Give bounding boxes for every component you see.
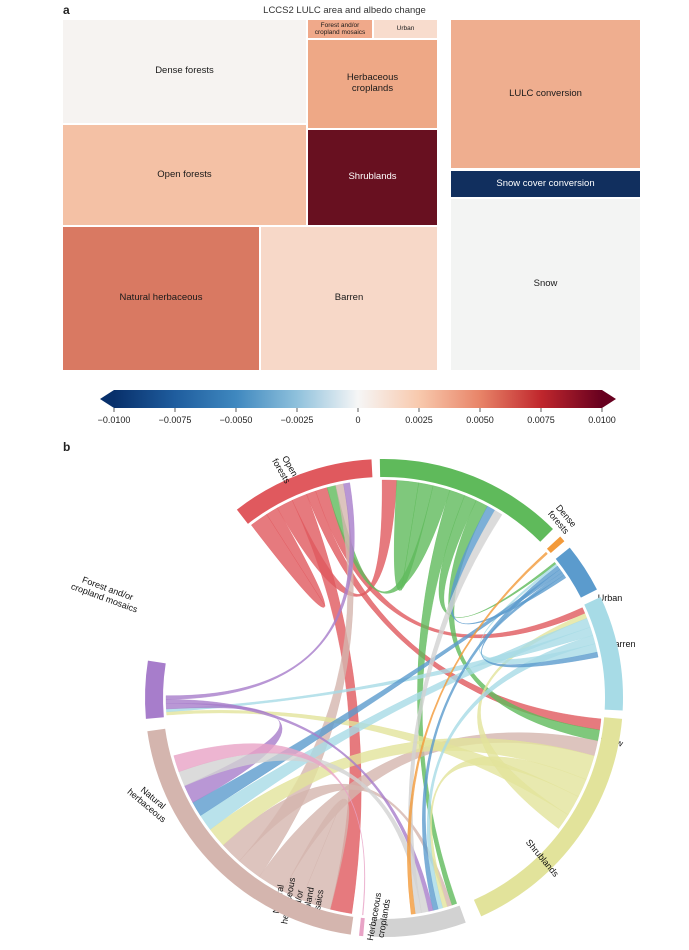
arc-2 [546,536,565,554]
arc-8 [147,728,354,935]
colorbar-tick-label: 0.0100 [588,415,616,425]
tile-lulc-conversion: LULC conversion [451,20,640,168]
ribbon [438,495,557,618]
arc-label: Barren [608,639,635,649]
ribbon [477,613,588,829]
ribbon [251,507,326,608]
ribbon [166,626,594,713]
arc-9 [145,660,166,719]
chord-diagram: OpenforestsDenseforestsUrbanBarrenSnowSh… [70,454,636,941]
ribbon [173,743,366,916]
panel-b-letter: b [63,440,71,454]
colorbar-tick-label: −0.0025 [281,415,314,425]
tile-snow: Snow [451,199,640,370]
colorbar-tick-label: 0.0075 [527,415,555,425]
tile-label: Herbaceous croplands [346,72,399,94]
tile-natural-herbaceous: Natural herbaceous [63,227,259,370]
colorbar-tick-label: 0 [355,415,360,425]
arc-1 [379,459,553,542]
panel-a-letter: a [63,3,70,17]
colorbar-min-extend [100,390,114,408]
tile-herbaceous-croplands: Herbaceous croplands [308,40,437,128]
arc-label: Denseforests [546,502,579,536]
colorbar-tick-label: −0.0050 [220,415,253,425]
arc-label: Urban [598,593,623,603]
arc-6 [371,905,466,938]
tile-label: Snow [533,278,558,290]
tile-label: Shrublands [348,171,397,183]
colorbar-tick-label: −0.0100 [98,415,131,425]
colorbar-gradient [114,390,602,408]
ribbon [407,551,548,915]
colorbar-tick-label: 0.0050 [466,415,494,425]
colorbar-tick-label: 0.0025 [405,415,433,425]
tile-label: Open forests [157,168,212,180]
ribbons [165,479,602,916]
arc-5 [473,717,623,917]
tile-label: Dense forests [155,65,214,77]
ribbon [165,699,434,912]
tile-label: Forest and/or cropland mosaics [314,21,366,36]
tile-dense-forests: Dense forests [63,20,306,123]
colorbar-max-extend [602,390,616,408]
tile-label: Natural herbaceous [119,292,203,304]
ribbon [165,482,355,700]
arc-7 [359,917,365,937]
tile-snow-cover-conversion: Snow cover conversion [451,171,640,197]
treemap-title: LCCS2 LULC area and albedo change [263,5,426,16]
tile-shrublands: Shrublands [308,130,437,225]
arc-label: Forest and/orcropland mosaics [70,572,143,615]
tile-label: LULC conversion [509,87,582,99]
tile-barren: Barren [261,227,437,370]
arc-3 [555,547,597,598]
tile-urban: Urban [374,20,437,38]
ribbon [306,490,602,731]
tile-label: Urban [396,25,415,33]
tile-forest-cropland-mosaics: Forest and/or cropland mosaics [308,20,372,38]
arc-4 [584,596,624,711]
arc-0 [236,459,373,524]
tile-label: Snow cover conversion [496,177,595,189]
colorbar: −0.0100 −0.0075 −0.0050 −0.0025 0 0.0025 0.005… [98,390,616,425]
tile-label: Barren [334,292,364,304]
tile-open-forests: Open forests [63,125,306,225]
colorbar-tick-label: −0.0075 [159,415,192,425]
